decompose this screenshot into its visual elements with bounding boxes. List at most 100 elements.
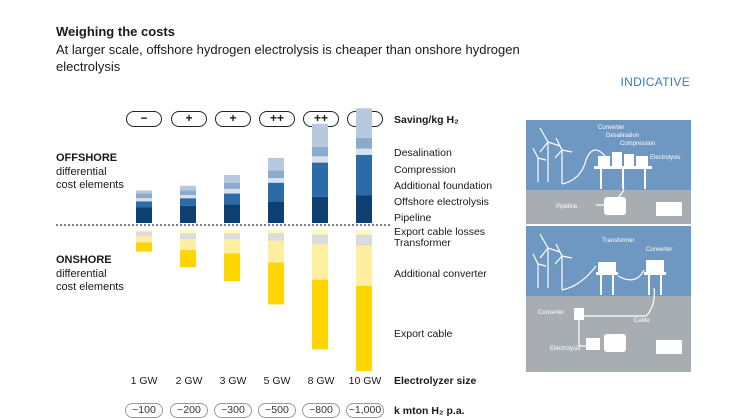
legend-transformer: Transformer bbox=[394, 237, 451, 249]
bar-segment-export-cable-losses bbox=[356, 230, 372, 235]
offshore-subtext-1: differential bbox=[56, 166, 107, 178]
bar-segment-transformer bbox=[136, 231, 152, 237]
bar-segment-desalination bbox=[268, 157, 284, 171]
saving-pill: − bbox=[126, 111, 162, 127]
bar-segment-additional-converter bbox=[268, 240, 284, 263]
bar-segment-export-cable bbox=[224, 253, 240, 282]
x-tick-label: 2 GW bbox=[175, 375, 203, 387]
onshore-subtext-1: differential bbox=[56, 268, 107, 280]
illus-cable-label: Cable bbox=[634, 318, 650, 324]
onshore-illustration: Transformer Converter Converter Cable El… bbox=[526, 226, 691, 372]
bar-segment-offshore-electrolysis bbox=[136, 201, 152, 208]
illus-electrolysis-label: Electrolysis bbox=[550, 346, 580, 352]
bar-segment-export-cable-losses bbox=[180, 230, 196, 234]
bar-segment-compression bbox=[180, 190, 196, 196]
bar-segment-desalination bbox=[356, 108, 372, 138]
x-axis-label: Electrolyzer size bbox=[394, 375, 477, 387]
bar-segment-additional-converter bbox=[356, 245, 372, 286]
illus-desalination-label: Desalination bbox=[606, 133, 639, 139]
bar-segment-transformer bbox=[180, 233, 196, 240]
bar-segment-pipeline bbox=[268, 201, 284, 223]
bar-segment-export-cable bbox=[180, 250, 196, 268]
x-tick-label: 8 GW bbox=[307, 375, 335, 387]
illus-electrolysis-label: Electrolysis bbox=[650, 155, 680, 161]
saving-pill: + bbox=[171, 111, 207, 127]
legend-pipeline: Pipeline bbox=[394, 212, 432, 224]
onshore-plant-icon bbox=[574, 308, 682, 354]
bar-segment-export-cable bbox=[312, 279, 328, 350]
bar-segment-export-cable bbox=[136, 242, 152, 252]
illus-compression-label: Compression bbox=[620, 141, 655, 147]
bar-segment-transformer bbox=[312, 234, 328, 244]
bar-segment-transformer bbox=[356, 234, 372, 246]
wind-turbine-icon bbox=[532, 233, 655, 317]
saving-row-label: Saving/kg H₂ bbox=[394, 114, 459, 126]
x-tick-label: 5 GW bbox=[263, 375, 291, 387]
bar-segment-offshore-electrolysis bbox=[312, 162, 328, 197]
x-tick-label: 10 GW bbox=[348, 375, 382, 387]
chart-title: Weighing the costs bbox=[56, 24, 175, 39]
bar-segment-transformer bbox=[268, 233, 284, 241]
bar-segment-compression bbox=[312, 147, 328, 157]
bar-segment-compression bbox=[136, 193, 152, 199]
illus-transformer-label: Transformer bbox=[602, 238, 634, 244]
bar-segment-additional-converter bbox=[224, 239, 240, 254]
bar-segment-offshore-electrolysis bbox=[180, 198, 196, 206]
offshore-sea-panel bbox=[526, 120, 691, 190]
illus-pipeline-label: Pipeline bbox=[556, 204, 578, 210]
bar-segment-compression bbox=[356, 137, 372, 149]
bar-segment-compression bbox=[268, 170, 284, 179]
production-pill: ~800 bbox=[302, 403, 340, 418]
legend-compression: Compression bbox=[394, 164, 456, 176]
bar-segment-export-cable-losses bbox=[312, 230, 328, 235]
bar-segment-additional-foundation bbox=[312, 156, 328, 163]
bar-segment-additional-foundation bbox=[136, 198, 152, 202]
bar-segment-desalination bbox=[312, 123, 328, 148]
bar-segment-additional-converter bbox=[136, 236, 152, 243]
onshore-subtext-2: cost elements bbox=[56, 281, 124, 293]
bar-segment-desalination bbox=[136, 190, 152, 194]
legend-export-cable: Export cable bbox=[394, 328, 453, 340]
bar-segment-export-cable-losses bbox=[268, 230, 284, 234]
bar-segment-additional-foundation bbox=[356, 148, 372, 155]
bar-segment-offshore-electrolysis bbox=[356, 154, 372, 196]
stacked-bar-chart bbox=[56, 108, 392, 372]
chart-subtitle: At larger scale, offshore hydrogen elect… bbox=[56, 42, 520, 74]
production-pill: ~1,000 bbox=[346, 403, 384, 418]
x-tick-label: 3 GW bbox=[219, 375, 247, 387]
legend-additional-converter: Additional converter bbox=[394, 268, 487, 280]
illus-converter2-label: Converter bbox=[538, 310, 564, 316]
legend-desalination: Desalination bbox=[394, 147, 452, 159]
saving-pill: ++ bbox=[259, 111, 295, 127]
illus-converter-label: Converter bbox=[598, 125, 624, 131]
production-pill: ~100 bbox=[125, 403, 163, 418]
bar-segment-additional-converter bbox=[180, 239, 196, 251]
offshore-heading: OFFSHORE bbox=[56, 152, 118, 164]
storage-tank-icon bbox=[604, 197, 682, 216]
offshore-platform-icon bbox=[594, 152, 652, 189]
transformer-platform-icon bbox=[596, 260, 666, 295]
cable-line-icon bbox=[578, 320, 586, 347]
bar-segment-export-cable bbox=[356, 285, 372, 372]
bars-group bbox=[136, 108, 372, 372]
bar-segment-export-cable-losses bbox=[136, 230, 152, 232]
wind-turbine-icon bbox=[532, 127, 609, 185]
bar-segment-pipeline bbox=[224, 204, 240, 223]
bar-segment-pipeline bbox=[180, 205, 196, 223]
onshore-sea-panel bbox=[526, 226, 691, 296]
bar-segment-transformer bbox=[224, 233, 240, 240]
bar-segment-offshore-electrolysis bbox=[224, 193, 240, 205]
offshore-subtext-2: cost elements bbox=[56, 179, 124, 191]
bar-segment-compression bbox=[224, 182, 240, 189]
bar-segment-additional-foundation bbox=[224, 188, 240, 194]
bar-segment-additional-foundation bbox=[180, 195, 196, 199]
legend-additional-foundation: Additional foundation bbox=[394, 180, 493, 192]
bar-segment-export-cable-losses bbox=[224, 230, 240, 234]
bar-segment-additional-foundation bbox=[268, 178, 284, 183]
production-pill: ~300 bbox=[214, 403, 252, 418]
bar-segment-pipeline bbox=[312, 196, 328, 223]
offshore-illustration: Converter Desalination Compression Elect… bbox=[526, 120, 691, 224]
production-row-label: k mton H₂ p.a. bbox=[394, 405, 465, 417]
saving-pill: + bbox=[215, 111, 251, 127]
bar-segment-export-cable bbox=[268, 262, 284, 305]
